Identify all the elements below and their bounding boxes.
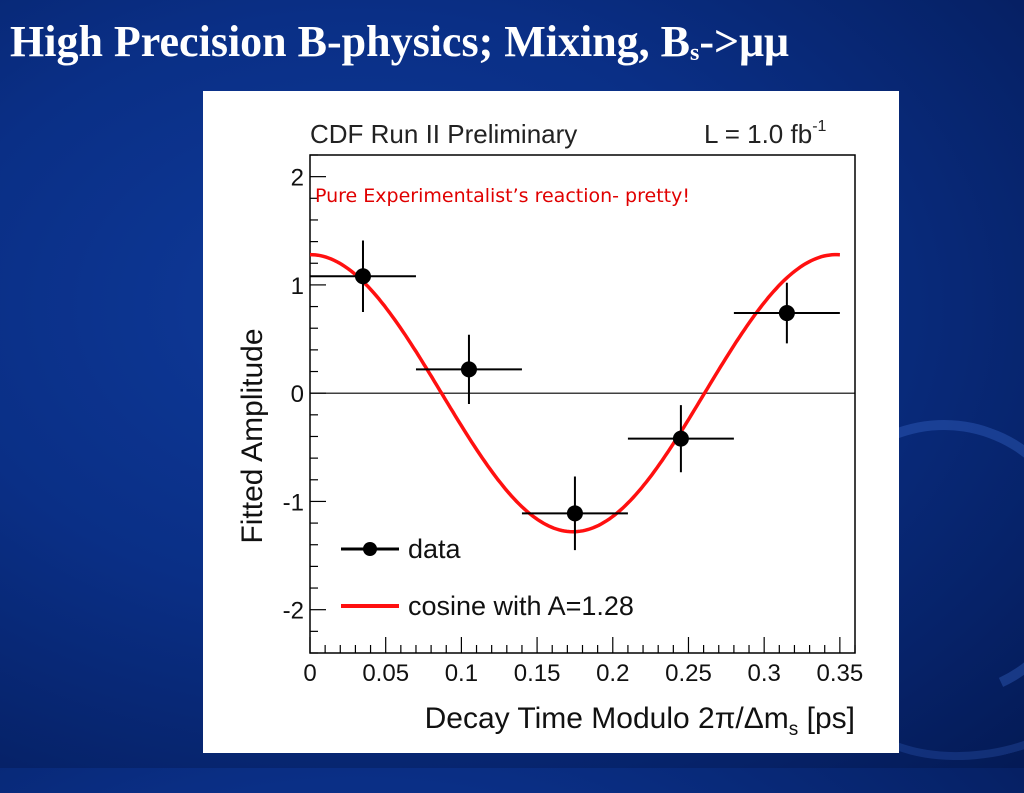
x-tick-label: 0.1 — [445, 660, 478, 687]
data-point — [733, 282, 840, 344]
data-marker — [778, 305, 795, 322]
data-point — [627, 405, 734, 473]
legend-data-marker — [363, 542, 377, 556]
chart-annotation: Pure Experimentalist’s reaction- pretty! — [315, 185, 690, 207]
x-tick-label: 0.3 — [747, 660, 780, 687]
chart-header-left: CDF Run II Preliminary — [310, 119, 577, 149]
y-tick-label: -1 — [283, 489, 304, 516]
x-tick-label: 0.2 — [596, 660, 629, 687]
y-tick-label: 2 — [291, 165, 304, 192]
legend: data cosine with A=1.28 — [341, 534, 634, 621]
x-axis-label: Decay Time Modulo 2π/Δms [ps] — [425, 702, 855, 740]
data-point — [310, 240, 416, 312]
data-marker — [566, 505, 583, 522]
y-tick-label: -2 — [283, 598, 304, 625]
data-point — [415, 334, 522, 404]
plot-panel: 0 0.05 0.1 0.15 0.2 0.25 0.3 0.35 -2 -1 0 1 2 CDF Ru… — [203, 91, 899, 753]
data-marker — [354, 268, 371, 285]
x-tick-label: 0.35 — [817, 660, 864, 687]
x-tick-label: 0.25 — [665, 660, 712, 687]
x-tick-label: 0.15 — [514, 660, 561, 687]
chart: 0 0.05 0.1 0.15 0.2 0.25 0.3 0.35 -2 -1 0 1 2 CDF Ru… — [236, 118, 864, 740]
y-axis-label: Fitted Amplitude — [236, 328, 269, 543]
slide-title: High Precision B-physics; Mixing, Bs->μμ — [10, 17, 789, 66]
x-tick-label: 0.05 — [362, 660, 409, 687]
legend-cosine-label: cosine with A=1.28 — [408, 591, 634, 621]
data-marker — [672, 430, 689, 447]
y-tick-label: 0 — [291, 381, 304, 408]
chart-header-luminosity: L = 1.0 fb-1 — [704, 118, 827, 149]
legend-data-label: data — [408, 534, 462, 564]
x-tick-label: 0 — [303, 660, 316, 687]
data-marker — [460, 361, 477, 378]
data-point — [521, 476, 628, 551]
plot-frame — [309, 154, 856, 654]
y-tick-label: 1 — [291, 273, 304, 300]
